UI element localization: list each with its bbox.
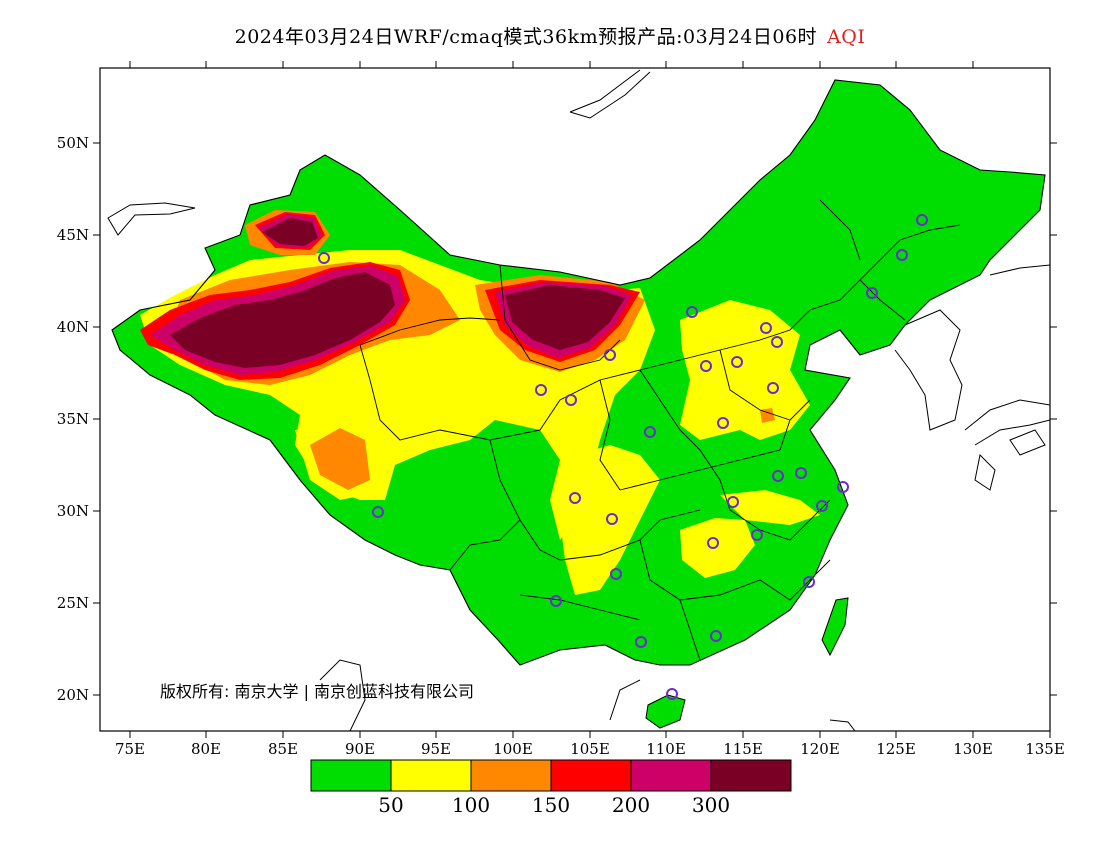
aqi-moderate-central: [560, 445, 660, 595]
lat-labels: 50N 45N 40N 35N 30N 25N 20N: [57, 134, 89, 704]
lon-label-95e: 95E: [421, 740, 451, 758]
aqi-sensitive-shandong-spot: [760, 408, 775, 423]
colorbar-swatch-3: [550, 759, 632, 792]
title-variable: AQI: [827, 26, 866, 48]
lon-label-80e: 80E: [191, 740, 221, 758]
lon-label-75e: 75E: [115, 740, 145, 758]
map-frame: [99, 67, 1051, 732]
coastlines: [107, 69, 1050, 731]
lon-label-105e: 105E: [570, 740, 610, 758]
lon-labels: 75E 80E 85E 90E 95E 100E 105E 110E 115E …: [115, 740, 1065, 758]
lon-label-135e: 135E: [1025, 740, 1065, 758]
colorbar-label-150: 150: [532, 793, 570, 817]
colorbar-swatch-4: [630, 759, 712, 792]
lat-axis: [93, 142, 1057, 696]
map-layers: [107, 69, 1050, 731]
aqi-moderate-hunan: [680, 518, 755, 578]
aqi-hazardous-alxa: [505, 285, 625, 350]
city-station-markers: [318, 214, 928, 700]
colorbar-swatch-2: [470, 759, 552, 792]
china-border: [111, 79, 1046, 666]
lon-label-100e: 100E: [493, 740, 533, 758]
colorbar-swatch-1: [390, 759, 472, 792]
lon-label-85e: 85E: [268, 740, 298, 758]
title-main: 2024年03月24日WRF/cmaq模式36km预报产品:03月24日06时: [234, 26, 818, 48]
lon-label-120e: 120E: [800, 740, 840, 758]
aqi-colorbar: 50 100 150 200 300: [310, 759, 792, 817]
lat-label-30n: 30N: [57, 502, 89, 520]
copyright-text: 版权所有: 南京大学 | 南京创蓝科技有限公司: [160, 682, 474, 701]
lat-label-25n: 25N: [57, 594, 89, 612]
lon-label-90e: 90E: [345, 740, 375, 758]
colorbar-swatch-0: [310, 759, 392, 792]
lon-axis: [129, 61, 1051, 738]
lat-label-50n: 50N: [57, 134, 89, 152]
map-title: 2024年03月24日WRF/cmaq模式36km预报产品:03月24日06时 A…: [0, 22, 1100, 49]
lon-label-125e: 125E: [876, 740, 916, 758]
lat-label-40n: 40N: [57, 318, 89, 336]
aqi-sensitive-qinghai: [310, 428, 370, 490]
lon-label-130e: 130E: [953, 740, 993, 758]
colorbar-swatch-5: [710, 759, 792, 792]
colorbar-label-200: 200: [612, 793, 650, 817]
lat-label-45n: 45N: [57, 226, 89, 244]
lat-label-35n: 35N: [57, 410, 89, 428]
lon-label-110e: 110E: [646, 740, 686, 758]
colorbar-label-300: 300: [692, 793, 730, 817]
colorbar-label-100: 100: [452, 793, 490, 817]
taiwan-island: [822, 598, 848, 655]
aqi-moderate-north-china: [680, 300, 810, 440]
colorbar-label-50: 50: [378, 793, 403, 817]
lon-label-115e: 115E: [723, 740, 763, 758]
aqi-hazardous-junggar: [262, 218, 318, 246]
hainan-island: [646, 695, 685, 728]
aqi-hazardous-tarim: [170, 272, 395, 368]
province-boundaries: [359, 199, 961, 661]
aqi-moderate-yangtze: [720, 490, 820, 525]
lat-label-20n: 20N: [57, 686, 89, 704]
